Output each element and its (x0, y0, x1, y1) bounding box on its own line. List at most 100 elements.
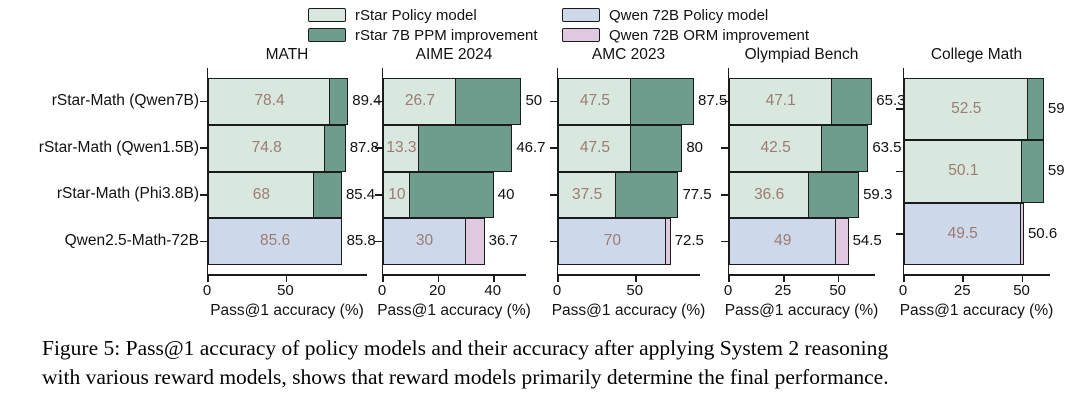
bar-policy-value: 42.5 (760, 138, 791, 156)
bar-final-value: 40 (497, 185, 515, 203)
bar-final-value: 59.3 (863, 185, 893, 203)
plot-area: 26.7 50 13.3 46.7 10 40 30 36.7 (375, 68, 546, 282)
bar-policy-value: 50.1 (948, 162, 979, 180)
bar-final-value: 80 (686, 138, 704, 156)
legend-item-rstar-policy: rStar Policy model (308, 7, 562, 24)
plot-area: 78.4 89.4 74.8 87.8 68 85.4 85.6 85.8 (200, 68, 381, 282)
x-tick-label: 40 (484, 282, 502, 299)
legend-item-qwen-policy: Qwen 72B Policy model (562, 6, 816, 24)
plot-area: 47.1 65.3 42.5 63.5 36.6 59.3 49 54.5 (721, 68, 905, 282)
x-tick-label: 0 (377, 282, 387, 299)
bar-improvement-segment (830, 78, 873, 125)
row-label-2: rStar-Math (Qwen1.5B) (38, 138, 199, 156)
x-tick-label: 0 (552, 282, 562, 299)
bar-policy-value: 49 (774, 232, 792, 250)
bar-policy-segment (208, 78, 331, 125)
figure-caption: Figure 5: Pass@1 accuracy of policy mode… (42, 334, 1062, 392)
plot-area: 52.5 59 50.1 59 49.5 50.6 (896, 68, 1065, 282)
bar-policy-value: 47.5 (579, 138, 610, 156)
y-tick (550, 194, 558, 196)
x-tick (962, 276, 965, 282)
x-tick-label: 0 (202, 282, 212, 299)
chart-aime-2024: AIME 2024 26.7 50 13.3 46.7 10 40 30 36.7 0 20 40 Pa… (375, 46, 546, 330)
bar-final-value: 54.5 (852, 232, 882, 250)
y-tick (721, 194, 729, 196)
legend-label-qwen-policy: Qwen 72B Policy model (609, 6, 769, 24)
x-axis-label: Pass@1 accuracy (%) (724, 302, 879, 319)
bar-policy-value: 47.5 (579, 92, 610, 109)
legend-column-qwen: Qwen 72B Policy model Qwen 72B ORM impro… (562, 7, 816, 47)
y-tick (721, 240, 729, 243)
bar-final-value: 72.5 (674, 232, 704, 250)
bar-policy-segment (558, 218, 667, 265)
figure-5-chart: rStar Policy model rStar 7B PPM improvem… (38, 7, 1065, 330)
bar-policy-segment (208, 171, 315, 219)
bar-improvement-segment (665, 218, 671, 265)
y-tick (375, 147, 383, 149)
bar-policy-value: 78.4 (254, 92, 285, 109)
y-tick (896, 108, 904, 110)
x-tick (437, 276, 440, 282)
bar-policy-segment (208, 218, 343, 265)
x-tick (837, 276, 840, 282)
legend-item-rstar-ppm: rStar 7B PPM improvement (308, 27, 562, 44)
y-tick (200, 194, 208, 196)
bar-improvement-segment (1021, 140, 1044, 203)
x-tick (285, 276, 288, 282)
bar-improvement-segment (418, 124, 513, 172)
x-axis-label: Pass@1 accuracy (%) (551, 302, 706, 319)
chart-title: AMC 2023 (591, 46, 666, 63)
bar-final-value: 63.5 (872, 138, 902, 156)
chart-title: Olympiad Bench (744, 46, 859, 63)
bar-policy-segment (558, 124, 632, 172)
bar-improvement-segment (409, 171, 494, 219)
bar-final-value: 59 (1047, 162, 1065, 180)
bar-policy-value: 37.5 (572, 185, 603, 203)
bar-improvement-segment (464, 218, 485, 265)
bar-final-value: 50 (525, 92, 543, 109)
row-label-3: rStar-Math (Phi3.8B) (56, 185, 199, 203)
bar-final-value: 87.5 (698, 92, 728, 109)
bar-improvement-segment (820, 124, 869, 172)
bar-improvement-segment (630, 124, 683, 172)
bar-improvement-segment (329, 78, 349, 125)
legend-item-qwen-orm: Qwen 72B ORM improvement (562, 26, 816, 44)
x-tick (728, 276, 730, 282)
x-axis-label: Pass@1 accuracy (%) (210, 302, 364, 319)
bar-final-value: 77.5 (682, 185, 712, 203)
bar-policy-segment (729, 78, 833, 125)
bar-improvement-segment (313, 171, 342, 219)
legend-column-rstar: rStar Policy model rStar 7B PPM improvem… (308, 7, 562, 47)
plot-area: 47.5 87.5 47.5 80 37.5 77.5 70 72.5 (550, 68, 727, 282)
x-axis-label: Pass@1 accuracy (%) (899, 302, 1054, 319)
x-tick-label: 50 (829, 282, 847, 299)
bar-policy-value: 49.5 (947, 224, 978, 242)
bar-final-value: 87.8 (349, 138, 379, 156)
chart-olympiad-bench: Olympiad Bench 47.1 65.3 42.5 63.5 36.6 59.3 49… (721, 46, 905, 330)
x-tick (783, 276, 785, 282)
chart-title: AIME 2024 (415, 46, 493, 63)
bar-policy-segment (558, 171, 617, 219)
bar-policy-value: 85.6 (260, 232, 291, 250)
caption-line-2: with various reward models, shows that r… (42, 365, 889, 390)
bar-improvement-segment (614, 171, 679, 219)
bar-policy-value: 30 (415, 232, 434, 250)
x-tick (557, 276, 559, 282)
bar-final-value: 36.7 (488, 232, 518, 250)
row-label-4: Qwen2.5-Math-72B (64, 232, 199, 250)
x-tick (634, 276, 637, 282)
bar-policy-segment (729, 124, 823, 172)
x-tick (1021, 276, 1024, 282)
bar-policy-value: 10 (388, 185, 406, 203)
bar-improvement-segment (1026, 78, 1044, 141)
legend-swatch-rstar-ppm-icon (308, 28, 346, 42)
y-tick (550, 240, 558, 243)
bar-policy-segment (208, 124, 326, 172)
bar-final-value: 85.8 (346, 232, 376, 250)
x-tick-label: 50 (626, 282, 644, 299)
chart-amc-2023: AMC 2023 47.5 87.5 47.5 80 37.5 77.5 70 72.5 0 50 P… (550, 46, 727, 330)
bar-final-value: 65.3 (876, 92, 906, 109)
y-tick (550, 100, 558, 103)
y-tick (375, 240, 383, 243)
legend-label-qwen-orm: Qwen 72B ORM improvement (609, 26, 810, 44)
